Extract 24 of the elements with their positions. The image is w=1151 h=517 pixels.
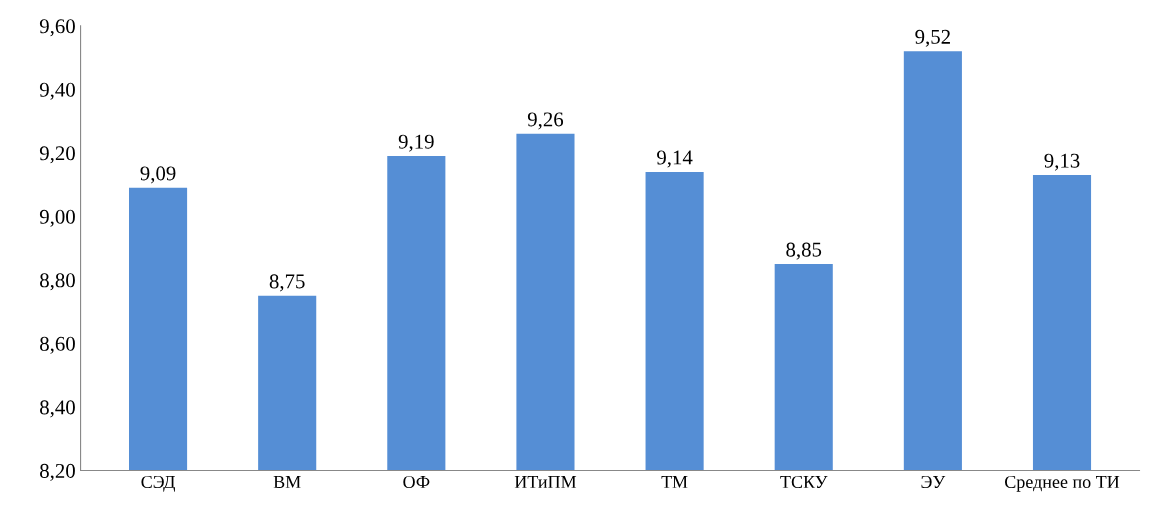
data-label: 9,09 — [140, 166, 176, 184]
x-tick-label: ОФ — [403, 475, 430, 489]
y-tick-label: 8,80 — [40, 273, 75, 291]
x-tick-label: Среднее по ТИ — [1005, 475, 1120, 492]
y-tick-label: 9,00 — [39, 209, 75, 227]
y-tick-label: 9,20 — [39, 146, 75, 164]
y-tick-label: 8,20 — [40, 463, 75, 481]
x-tick-label: СЭД — [141, 475, 175, 492]
data-label: 8,85 — [786, 242, 822, 260]
y-tick-label: 8,60 — [40, 336, 75, 354]
x-tick-label: ТСКУ — [780, 475, 828, 489]
data-label: 9,14 — [657, 150, 693, 168]
data-label: 8,75 — [269, 274, 305, 292]
x-tick-label: ВМ — [273, 476, 301, 488]
data-label: 9,19 — [398, 134, 434, 152]
x-tick-label: ИТиПМ — [514, 476, 577, 488]
data-label: 9,52 — [915, 29, 950, 47]
x-tick-label: ЭУ — [921, 475, 946, 489]
y-tick-label: 9,40 — [39, 82, 75, 100]
data-label: 9,26 — [527, 112, 564, 130]
x-tick-label: ТМ — [661, 476, 688, 488]
y-tick-label: 9,60 — [39, 19, 75, 37]
y-tick-label: 8,40 — [40, 400, 75, 418]
data-label: 9,13 — [1044, 153, 1080, 171]
